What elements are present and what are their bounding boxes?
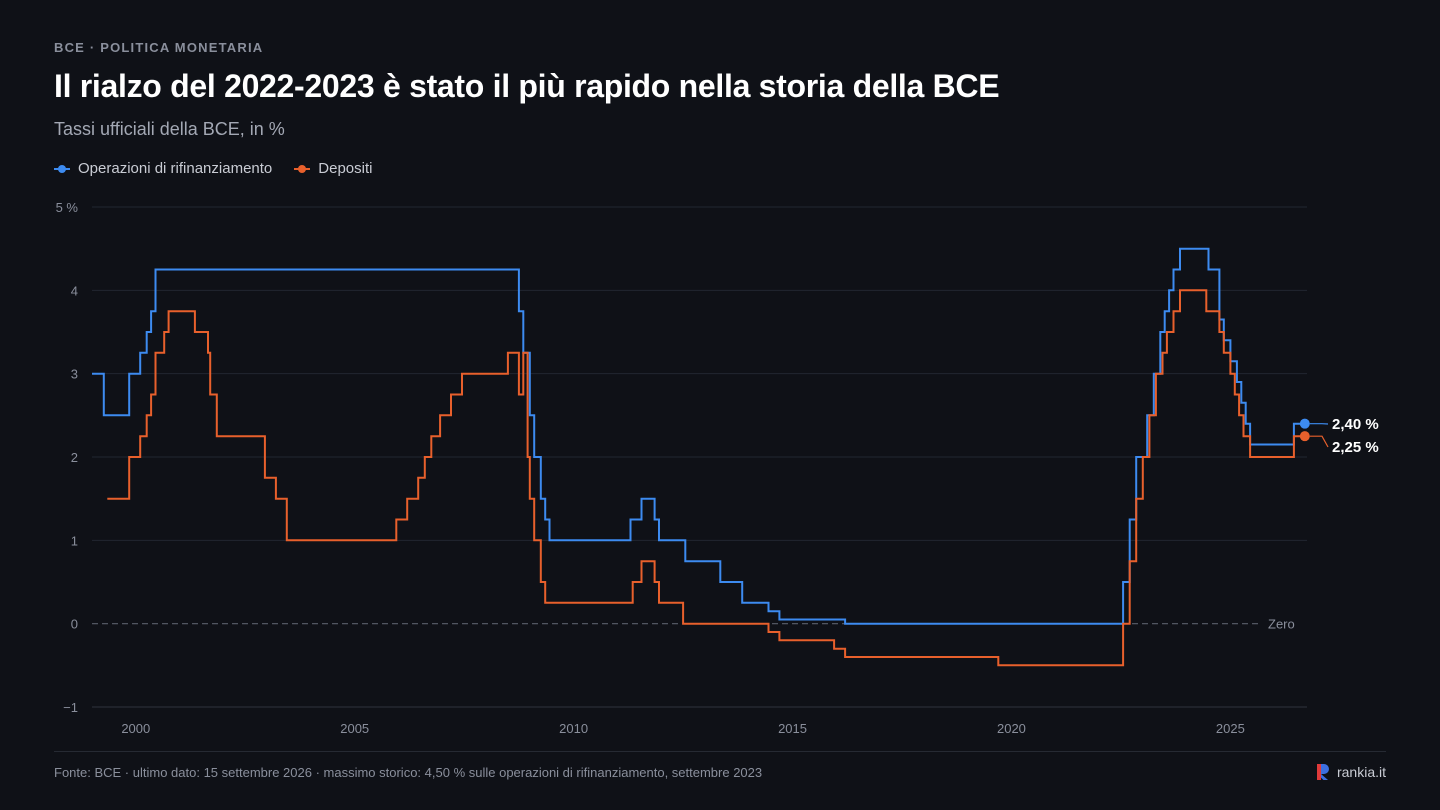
y-tick-label: 4 [71, 283, 78, 298]
y-tick-label: −1 [63, 700, 78, 715]
chart-eyebrow: BCE · POLITICA MONETARIA [54, 40, 264, 55]
series-line-rifinanziamento [92, 247, 1305, 625]
rankia-logo-icon [1316, 764, 1329, 780]
brand-name: rankia.it [1336, 764, 1386, 780]
footer-source: Fonte: BCE · ultimo dato: 15 settembre 2… [54, 765, 763, 780]
zero-reference-label: Zero [1268, 617, 1295, 632]
x-tick-label: 2020 [997, 721, 1026, 736]
y-tick-label: 1 [71, 533, 78, 548]
x-tick-label: 2000 [121, 721, 150, 736]
chart-subtitle: Tassi ufficiali della BCE, in % [54, 119, 285, 139]
y-tick-label: 2 [71, 450, 78, 465]
end-marker-rifinanziamento [1299, 418, 1310, 429]
x-tick-label: 2005 [340, 721, 369, 736]
y-tick-label: 3 [71, 367, 78, 382]
legend-item-rifinanziamento: Operazioni di rifinanziamento [54, 160, 272, 177]
legend-label-depositi: Depositi [318, 160, 373, 177]
x-tick-label: 2010 [559, 721, 588, 736]
legend-swatch-rifinanziamento [54, 164, 70, 174]
y-tick-label: 5 % [56, 200, 79, 215]
series-line-depositi [107, 289, 1305, 667]
legend-item-depositi: Depositi [294, 160, 372, 177]
chart-legend: Operazioni di rifinanziamento Depositi [54, 160, 372, 177]
x-tick-label: 2015 [778, 721, 807, 736]
chart-title: Il rialzo del 2022-2023 è stato il più r… [54, 68, 1000, 104]
x-tick-label: 2025 [1216, 721, 1245, 736]
footer-divider [54, 751, 1386, 752]
end-marker-depositi [1299, 431, 1310, 442]
end-label-depositi: 2,25 % [1332, 439, 1379, 456]
legend-label-rifinanziamento: Operazioni di rifinanziamento [78, 160, 273, 177]
end-label-rifinanziamento: 2,40 % [1332, 416, 1379, 433]
end-connector-depositi [1309, 435, 1329, 448]
brand[interactable]: rankia.it [1315, 763, 1386, 781]
y-tick-label: 0 [71, 617, 78, 632]
legend-swatch-depositi [294, 164, 311, 174]
